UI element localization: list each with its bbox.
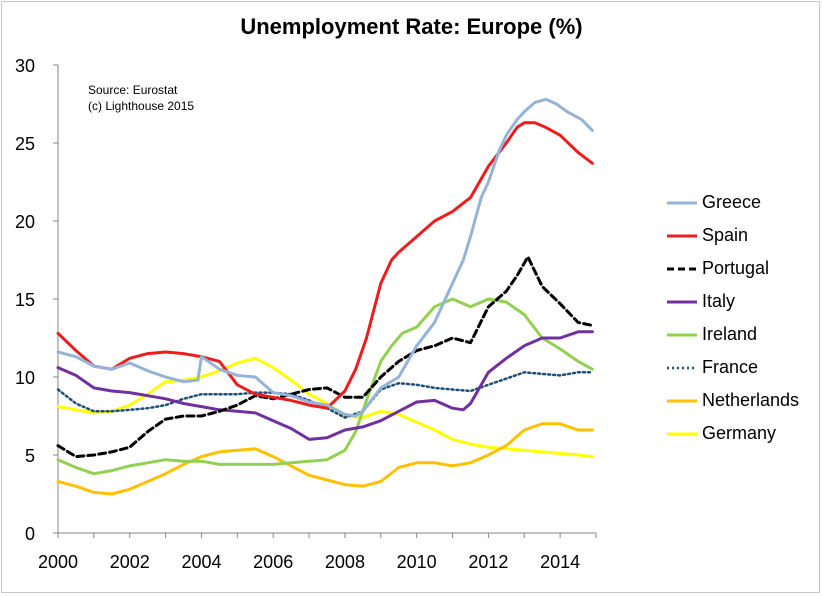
x-tick-label: 2004 (181, 552, 221, 572)
legend-swatch (667, 366, 697, 369)
x-tick-label: 2014 (540, 552, 580, 572)
tick-labels: 0 5 10 15 20 25 30 2000 2002 2004 2006 2008 2010 2012… (15, 56, 580, 572)
y-tick-label: 20 (15, 212, 35, 232)
legend-swatch (667, 234, 697, 237)
y-tick-label: 10 (15, 368, 35, 388)
legend-label: Portugal (702, 258, 770, 278)
legend-label: Germany (702, 423, 777, 443)
legend-item-germany: Germany (666, 417, 816, 450)
series-line-italy (56, 330, 594, 441)
legend-swatch (667, 201, 697, 204)
x-tick-label: 2010 (397, 552, 437, 572)
legend-swatch (667, 399, 697, 402)
x-tick-label: 2008 (325, 552, 365, 572)
series-layer (56, 97, 594, 496)
y-tick-label: 0 (25, 524, 35, 544)
x-tick-label: 2006 (253, 552, 293, 572)
x-tick-label: 2012 (468, 552, 508, 572)
legend-swatch (667, 267, 697, 270)
source-note: Source: Eurostat (c) Lighthouse 2015 (88, 82, 194, 114)
legend-item-italy: Italy (666, 285, 816, 318)
x-tick-label: 2002 (110, 552, 150, 572)
legend-item-spain: Spain (666, 219, 816, 252)
series-line-portugal (56, 255, 594, 459)
x-tick-label: 2000 (38, 552, 78, 572)
series-line-greece (56, 97, 594, 418)
legend-item-ireland: Ireland (666, 318, 816, 351)
legend-label: Greece (702, 192, 762, 212)
legend-label: Italy (702, 291, 736, 311)
y-tick-label: 25 (15, 134, 35, 154)
copyright-note-line: (c) Lighthouse 2015 (88, 99, 195, 113)
series-line-netherlands (56, 422, 594, 496)
legend-label: France (702, 357, 759, 377)
legend-label: Spain (702, 225, 749, 245)
y-tick-label: 5 (25, 446, 35, 466)
legend-item-portugal: Portugal (666, 252, 816, 285)
y-tick-label: 30 (15, 56, 35, 76)
legend-item-netherlands: Netherlands (666, 384, 816, 417)
legend-swatch (667, 333, 697, 336)
chart-title: Unemployment Rate: Europe (%) (240, 14, 583, 39)
legend-swatch (667, 300, 697, 303)
legend-label: Netherlands (702, 390, 800, 410)
y-tick-label: 15 (15, 290, 35, 310)
legend-item-greece: Greece (666, 186, 816, 219)
series-line-spain (56, 121, 594, 410)
axes (53, 64, 597, 538)
legend-swatch (667, 432, 697, 435)
legend-label: Ireland (702, 324, 758, 344)
legend: Greece Spain Portugal Italy Ireland France Net… (666, 186, 816, 450)
legend-item-france: France (666, 351, 816, 384)
series-line-ireland (56, 297, 594, 476)
source-note-line: Source: Eurostat (88, 83, 178, 97)
